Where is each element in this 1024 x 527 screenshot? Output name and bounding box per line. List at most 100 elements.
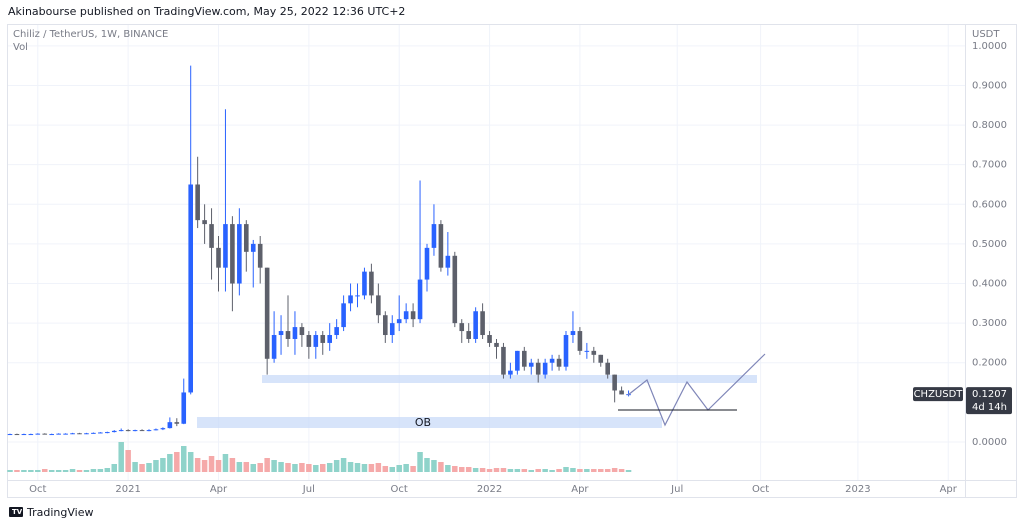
projection-path	[627, 353, 766, 427]
volume-bar	[42, 469, 48, 472]
price-axis-unit: USDT	[972, 29, 1000, 40]
volume-bar	[194, 458, 201, 472]
volume-bar	[146, 463, 152, 472]
volume-bar	[118, 442, 124, 472]
candle-body	[438, 224, 444, 268]
candle-body	[257, 243, 263, 268]
candle-body	[459, 323, 465, 332]
candle-body	[494, 342, 499, 347]
candle-body	[563, 335, 569, 367]
volume-bar	[299, 463, 305, 472]
volume-bar	[493, 468, 500, 472]
volume-bar	[584, 469, 590, 472]
candle-body	[195, 184, 200, 221]
candle-body	[21, 434, 27, 436]
volume-bar	[465, 467, 472, 472]
volume-bar	[354, 463, 361, 472]
volume-bar	[153, 460, 159, 472]
volume-bar	[618, 469, 625, 472]
candle-body	[271, 335, 277, 359]
volume-bar	[264, 458, 270, 472]
y-tick-label: 0.6000	[972, 199, 1007, 210]
y-tick-label: 0.2000	[972, 358, 1007, 369]
candle-body	[515, 350, 520, 371]
candle-body	[376, 295, 381, 316]
volume-bar	[167, 454, 173, 472]
candle-body	[244, 224, 249, 252]
volume-bar	[292, 464, 298, 472]
x-tick-label: Oct	[391, 484, 408, 495]
x-tick-label: Jul	[302, 484, 315, 495]
candle-body	[167, 422, 173, 429]
volume-pane	[7, 442, 632, 472]
order-block-zone	[197, 417, 662, 428]
volume-bar	[28, 470, 34, 472]
candle-body	[299, 327, 305, 336]
volume-bar	[382, 466, 389, 472]
candle-body	[334, 327, 339, 336]
x-tick-label: Oct	[29, 484, 46, 495]
candle-body	[542, 362, 548, 375]
volume-bar	[62, 470, 69, 472]
candle-body	[431, 224, 437, 248]
volume-bar	[452, 466, 458, 472]
candle-body	[250, 243, 256, 252]
volume-bar	[570, 468, 576, 472]
y-tick-label: 0.8000	[972, 120, 1007, 131]
y-tick-label: 0.3000	[972, 318, 1007, 329]
candle-body	[556, 358, 562, 367]
volume-bar	[347, 462, 354, 472]
zone-label: OB	[415, 416, 431, 429]
x-tick-label: Oct	[752, 484, 769, 495]
volume-bar	[76, 470, 83, 472]
volume-bar	[333, 460, 340, 472]
candle-body	[410, 311, 416, 320]
volume-bar	[563, 467, 569, 472]
candle-body	[605, 362, 610, 375]
candle-body	[292, 327, 298, 339]
candle-body	[417, 279, 423, 320]
volume-label: Vol	[13, 42, 28, 53]
x-tick-label: Jul	[670, 484, 683, 495]
x-tick-label: Apr	[571, 484, 589, 495]
volume-bar	[410, 466, 416, 472]
candle-body	[216, 247, 221, 268]
candle-body	[264, 267, 270, 359]
candle-body	[570, 331, 576, 336]
volume-bar	[528, 470, 534, 472]
volume-bar	[90, 469, 97, 472]
volume-bar	[445, 465, 451, 472]
volume-bar	[243, 462, 250, 472]
volume-bar	[611, 468, 618, 472]
volume-bar	[208, 456, 215, 472]
last-price-tag	[966, 387, 1012, 415]
volume-bar	[97, 469, 104, 472]
y-tick-label: 0.7000	[972, 160, 1007, 171]
volume-bar	[125, 450, 131, 472]
grid	[8, 25, 965, 480]
price-tags: CHZUSDT 0.1207 4d 14h	[913, 387, 1012, 415]
volume-bar	[625, 470, 632, 472]
volume-bar	[403, 464, 409, 472]
volume-bar	[278, 462, 284, 472]
volume-bar	[285, 463, 291, 472]
candle-body	[480, 311, 485, 336]
volume-bar	[486, 469, 493, 472]
candle-body	[306, 335, 312, 347]
candles	[7, 65, 631, 436]
candle-body	[139, 430, 145, 432]
candle-body	[403, 311, 409, 320]
x-tick-label: 2022	[477, 484, 502, 495]
volume-bar	[326, 463, 333, 472]
volume-bar	[104, 468, 111, 472]
volume-bar	[424, 458, 430, 472]
volume-bar	[514, 469, 521, 472]
symbol-title: Chiliz / TetherUS, 1W, BINANCE	[13, 29, 168, 40]
volume-bar	[375, 463, 382, 472]
candle-body	[383, 315, 388, 336]
volume-bar	[459, 467, 465, 472]
symbol-tag-box	[913, 387, 963, 402]
candle-body	[612, 374, 617, 391]
volume-bar	[271, 460, 277, 472]
